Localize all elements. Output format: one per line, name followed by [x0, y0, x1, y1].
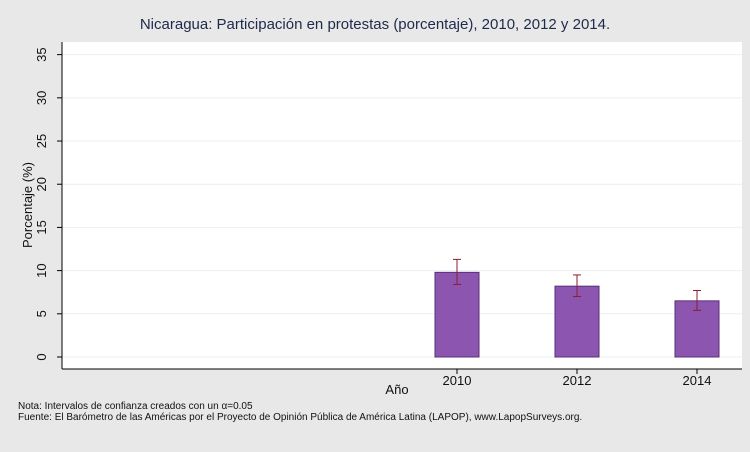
alpha-symbol: α [221, 401, 228, 412]
chart-title: Nicaragua: Participación en protestas (p… [139, 16, 611, 33]
y-tick-label: 10 [34, 263, 49, 277]
bar [434, 271, 480, 358]
confidence-note: Nota: Intervalos de confianza creados co… [18, 401, 253, 412]
bar [554, 285, 600, 358]
x-axis-title: Año [385, 382, 408, 397]
x-tick-label: 2014 [683, 373, 712, 388]
y-tick-label: 15 [34, 220, 49, 234]
x-tick-label: 2010 [443, 373, 472, 388]
y-tick-label: 5 [34, 310, 49, 317]
source-note: Fuente: El Barómetro de las Américas por… [18, 412, 583, 423]
gridlines [62, 54, 742, 358]
confidence-note-prefix: Nota: Intervalos de confianza creados co… [18, 401, 222, 412]
y-tick-label: 0 [34, 353, 49, 360]
y-tick-label: 30 [34, 91, 49, 105]
plot-area [62, 42, 742, 369]
y-tick-label: 20 [34, 177, 49, 191]
x-tick-label: 2012 [563, 373, 592, 388]
x-axis-ticks: 2010 2012 2014 [443, 369, 712, 388]
y-tick-label: 25 [34, 134, 49, 148]
bars [434, 258, 720, 358]
confidence-note-suffix: =0.05 [227, 401, 253, 412]
y-tick-label: 35 [34, 47, 49, 61]
y-axis-title: Porcentaje (%) [20, 162, 35, 248]
y-axis-ticks: 0 5 10 15 20 25 30 35 [34, 47, 62, 361]
